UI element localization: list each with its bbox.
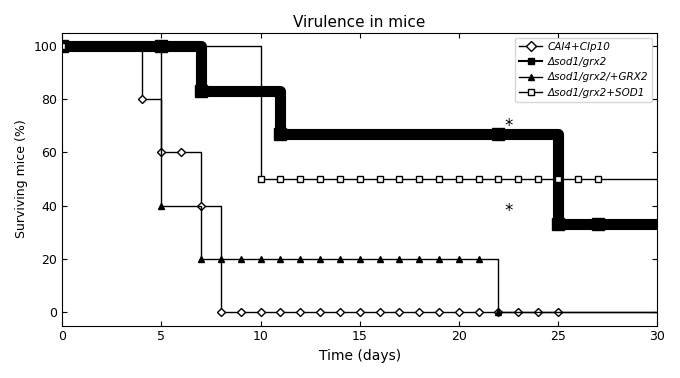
Title: Virulence in mice: Virulence in mice [294, 15, 426, 30]
X-axis label: Time (days): Time (days) [319, 349, 401, 363]
Legend: CAI4+CIp10, Δsod1/grx2, Δsod1/grx2/+GRX2, Δsod1/grx2+SOD1: CAI4+CIp10, Δsod1/grx2, Δsod1/grx2/+GRX2… [515, 38, 652, 102]
Text: *: * [504, 117, 513, 135]
Text: *: * [504, 202, 513, 220]
Y-axis label: Surviving mice (%): Surviving mice (%) [15, 120, 28, 239]
